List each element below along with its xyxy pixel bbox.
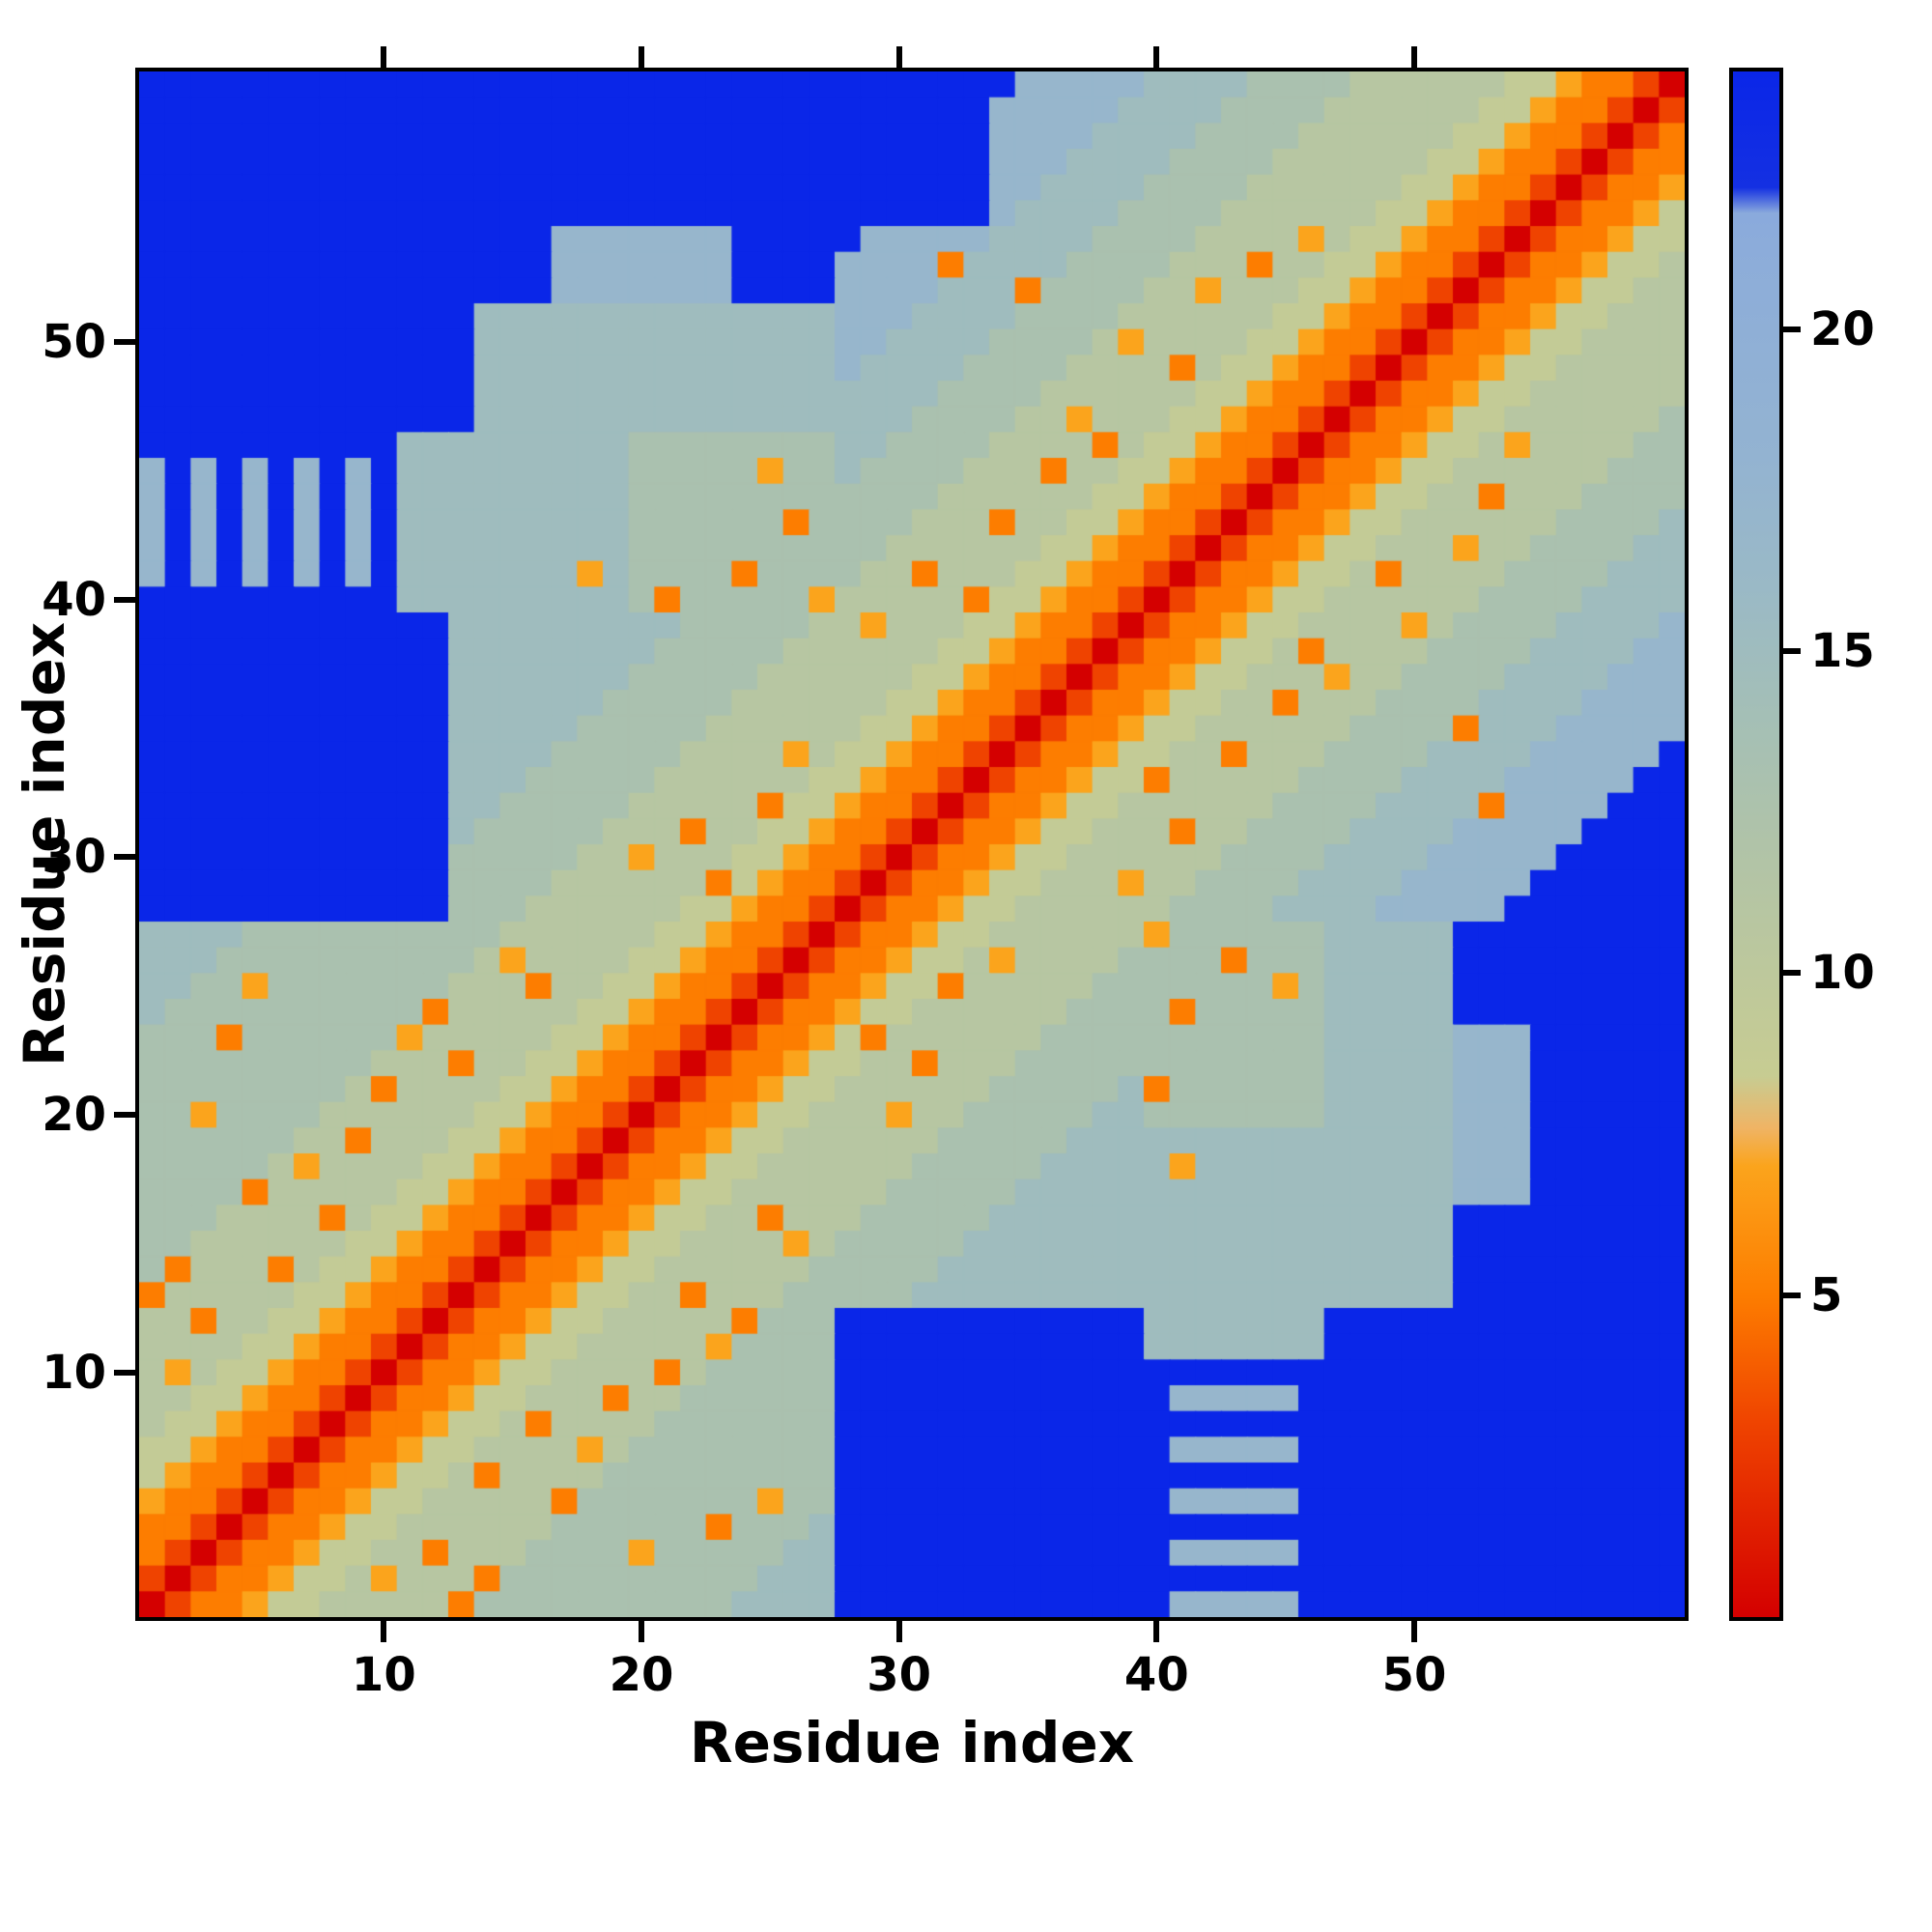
x-tick-mark <box>1411 1621 1417 1642</box>
heatmap-canvas <box>139 71 1685 1617</box>
x-tick-label: 40 <box>1123 1648 1189 1702</box>
y-tick-label: 10 <box>42 1345 106 1400</box>
y-tick-label: 50 <box>42 315 106 369</box>
y-tick-mark <box>114 1369 135 1376</box>
y-axis-label: Residue index <box>12 621 77 1067</box>
colorbar-tick-label: 20 <box>1810 301 1875 356</box>
y-tick-mark <box>114 596 135 603</box>
x-tick-label: 20 <box>609 1648 674 1702</box>
heatmap-plot <box>135 68 1689 1621</box>
x-tick-mark <box>639 1621 644 1642</box>
colorbar-tick-mark <box>1783 970 1801 977</box>
colorbar-tick-label: 5 <box>1810 1267 1843 1322</box>
x-tick-label: 30 <box>867 1648 932 1702</box>
y-tick-mark <box>114 854 135 861</box>
y-tick-mark <box>114 1112 135 1118</box>
y-tick-label: 40 <box>42 572 106 627</box>
colorbar-tick-mark <box>1783 1292 1801 1298</box>
x-tick-label: 50 <box>1381 1648 1447 1702</box>
x-axis-label: Residue index <box>689 1710 1135 1776</box>
x-tick-mark <box>895 1621 902 1642</box>
x-tick-label: 10 <box>351 1648 416 1702</box>
y-tick-mark <box>114 339 135 345</box>
colorbar <box>1729 68 1783 1621</box>
colorbar-tick-label: 10 <box>1810 946 1875 1001</box>
x-tick-mark-top <box>381 46 387 68</box>
colorbar-gradient <box>1733 71 1779 1617</box>
x-tick-mark-top <box>1153 46 1160 68</box>
x-tick-mark-top <box>1411 46 1417 68</box>
x-tick-mark <box>1153 1621 1160 1642</box>
x-tick-mark-top <box>895 46 902 68</box>
x-tick-mark-top <box>639 46 644 68</box>
colorbar-tick-mark <box>1783 326 1801 332</box>
x-tick-mark <box>381 1621 387 1642</box>
colorbar-tick-label: 15 <box>1810 624 1875 678</box>
y-tick-label: 20 <box>42 1088 106 1142</box>
colorbar-tick-mark <box>1783 648 1801 654</box>
